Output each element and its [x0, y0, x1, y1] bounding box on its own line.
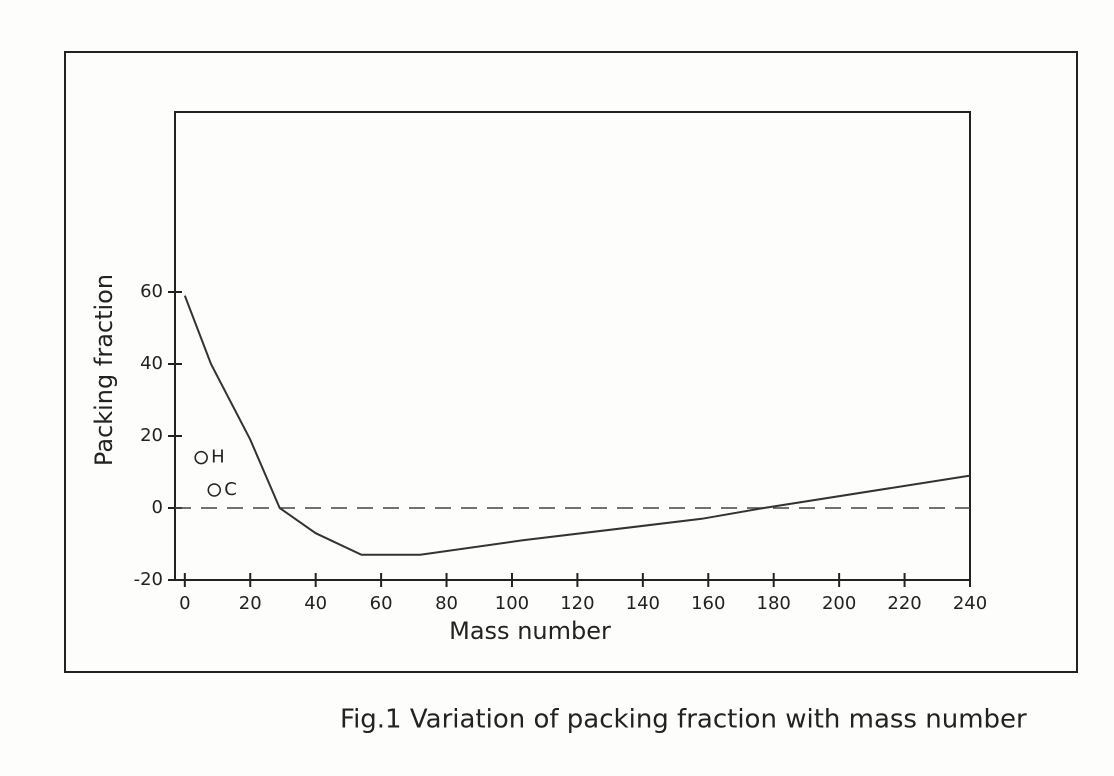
x-tick-label: 100	[495, 593, 529, 614]
x-tick-label: 80	[435, 593, 458, 614]
x-axis-label: Mass number	[449, 617, 611, 645]
plot-frame	[175, 112, 970, 580]
y-tick-label: 0	[152, 497, 163, 518]
annotation-point	[195, 452, 207, 464]
x-tick-label: 240	[953, 593, 987, 614]
annotation-label: H	[211, 447, 225, 468]
y-tick-label: 20	[140, 425, 163, 446]
x-tick-label: 40	[304, 593, 327, 614]
annotation-point	[208, 484, 220, 496]
y-tick-label: 60	[140, 281, 163, 302]
x-tick-label: 180	[757, 593, 791, 614]
x-tick-label: 140	[626, 593, 660, 614]
chart: Mass number Packing fraction Fig.1 Varia…	[0, 0, 1114, 776]
x-tick-label: 220	[887, 593, 921, 614]
data-line	[185, 296, 970, 555]
x-tick-label: 160	[691, 593, 725, 614]
annotation-label: C	[224, 479, 237, 500]
caption: Fig.1 Variation of packing fraction with…	[340, 705, 1027, 735]
x-tick-label: 120	[560, 593, 594, 614]
x-tick-label: 20	[239, 593, 262, 614]
x-tick-label: 60	[370, 593, 393, 614]
x-tick-label: 200	[822, 593, 856, 614]
y-axis-label: Packing fraction	[90, 274, 118, 466]
y-tick-label: -20	[134, 569, 163, 590]
y-tick-label: 40	[140, 353, 163, 374]
x-tick-label: 0	[179, 593, 190, 614]
